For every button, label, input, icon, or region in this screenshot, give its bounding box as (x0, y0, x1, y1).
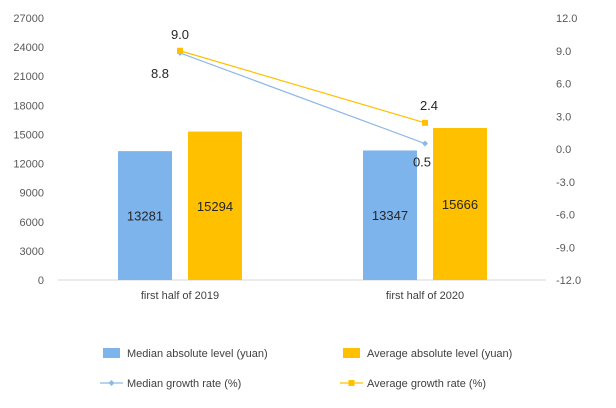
legend-swatch (343, 348, 360, 358)
legend-item: Average absolute level (yuan) (343, 348, 512, 360)
right-axis-ticks: -12.0 -9.0 -6.0 -3.0 0.0 3.0 6.0 9.0 12.0 (556, 13, 581, 287)
category-label: first half of 2020 (386, 290, 464, 302)
left-tick-label: 12000 (13, 159, 44, 171)
bar-data-label: 15294 (197, 199, 233, 214)
left-tick-label: 21000 (13, 71, 44, 83)
lines-group: 8.8 0.5 9.0 2.4 (151, 27, 438, 170)
series-line (179, 52, 426, 145)
legend-label: Average absolute level (yuan) (367, 348, 512, 360)
legend-label: Median growth rate (%) (127, 378, 241, 390)
legend-swatch (103, 348, 120, 358)
legend-item: Average growth rate (%) (340, 378, 486, 390)
legend: Median absolute level (yuan) Average abso… (100, 348, 512, 390)
bar (188, 131, 242, 280)
legend-item: Median growth rate (%) (100, 378, 241, 390)
bar-data-label: 15666 (442, 197, 478, 212)
left-tick-label: 6000 (20, 217, 44, 229)
left-tick-label: 27000 (13, 13, 44, 25)
line-data-label: 2.4 (420, 98, 438, 113)
right-tick-label: -12.0 (556, 275, 581, 287)
right-tick-label: 0.0 (556, 144, 571, 156)
bar-data-label: 13347 (372, 208, 408, 223)
left-tick-label: 9000 (20, 188, 44, 200)
category-labels: first half of 2019 first half of 2020 (141, 290, 464, 302)
right-tick-label: 6.0 (556, 79, 571, 91)
bar (363, 150, 417, 280)
right-tick-label: 3.0 (556, 111, 571, 123)
right-tick-label: -6.0 (556, 210, 575, 222)
line-data-label: 0.5 (413, 155, 431, 170)
bar-data-label: 13281 (127, 209, 163, 224)
line-point-diamond (422, 140, 428, 147)
bar (433, 127, 487, 280)
left-tick-label: 18000 (13, 100, 44, 112)
line-data-label: 9.0 (171, 27, 189, 42)
legend-marker-square (348, 380, 355, 386)
right-tick-label: -3.0 (556, 177, 575, 189)
left-axis-ticks: 0 3000 6000 9000 12000 15000 18000 21000 24000 27… (13, 13, 44, 287)
legend-item: Median absolute level (yuan) (103, 348, 268, 360)
category-label: first half of 2019 (141, 290, 219, 302)
legend-label: Average growth rate (%) (367, 378, 486, 390)
bars-group: 13281 13347 15294 15666 (118, 127, 487, 280)
left-tick-label: 3000 (20, 246, 44, 258)
left-tick-label: 24000 (13, 42, 44, 54)
right-tick-label: -9.0 (556, 242, 575, 254)
left-tick-label: 0 (38, 275, 44, 287)
left-tick-label: 15000 (13, 129, 44, 141)
right-tick-label: 9.0 (556, 46, 571, 58)
bar (118, 151, 172, 280)
line-point-square (422, 119, 428, 126)
right-tick-label: 12.0 (556, 13, 577, 25)
line-data-label: 8.8 (151, 66, 169, 81)
legend-marker-diamond (108, 380, 115, 386)
line-point-square (177, 47, 183, 54)
legend-label: Median absolute level (yuan) (127, 348, 268, 360)
series-line (179, 50, 426, 124)
